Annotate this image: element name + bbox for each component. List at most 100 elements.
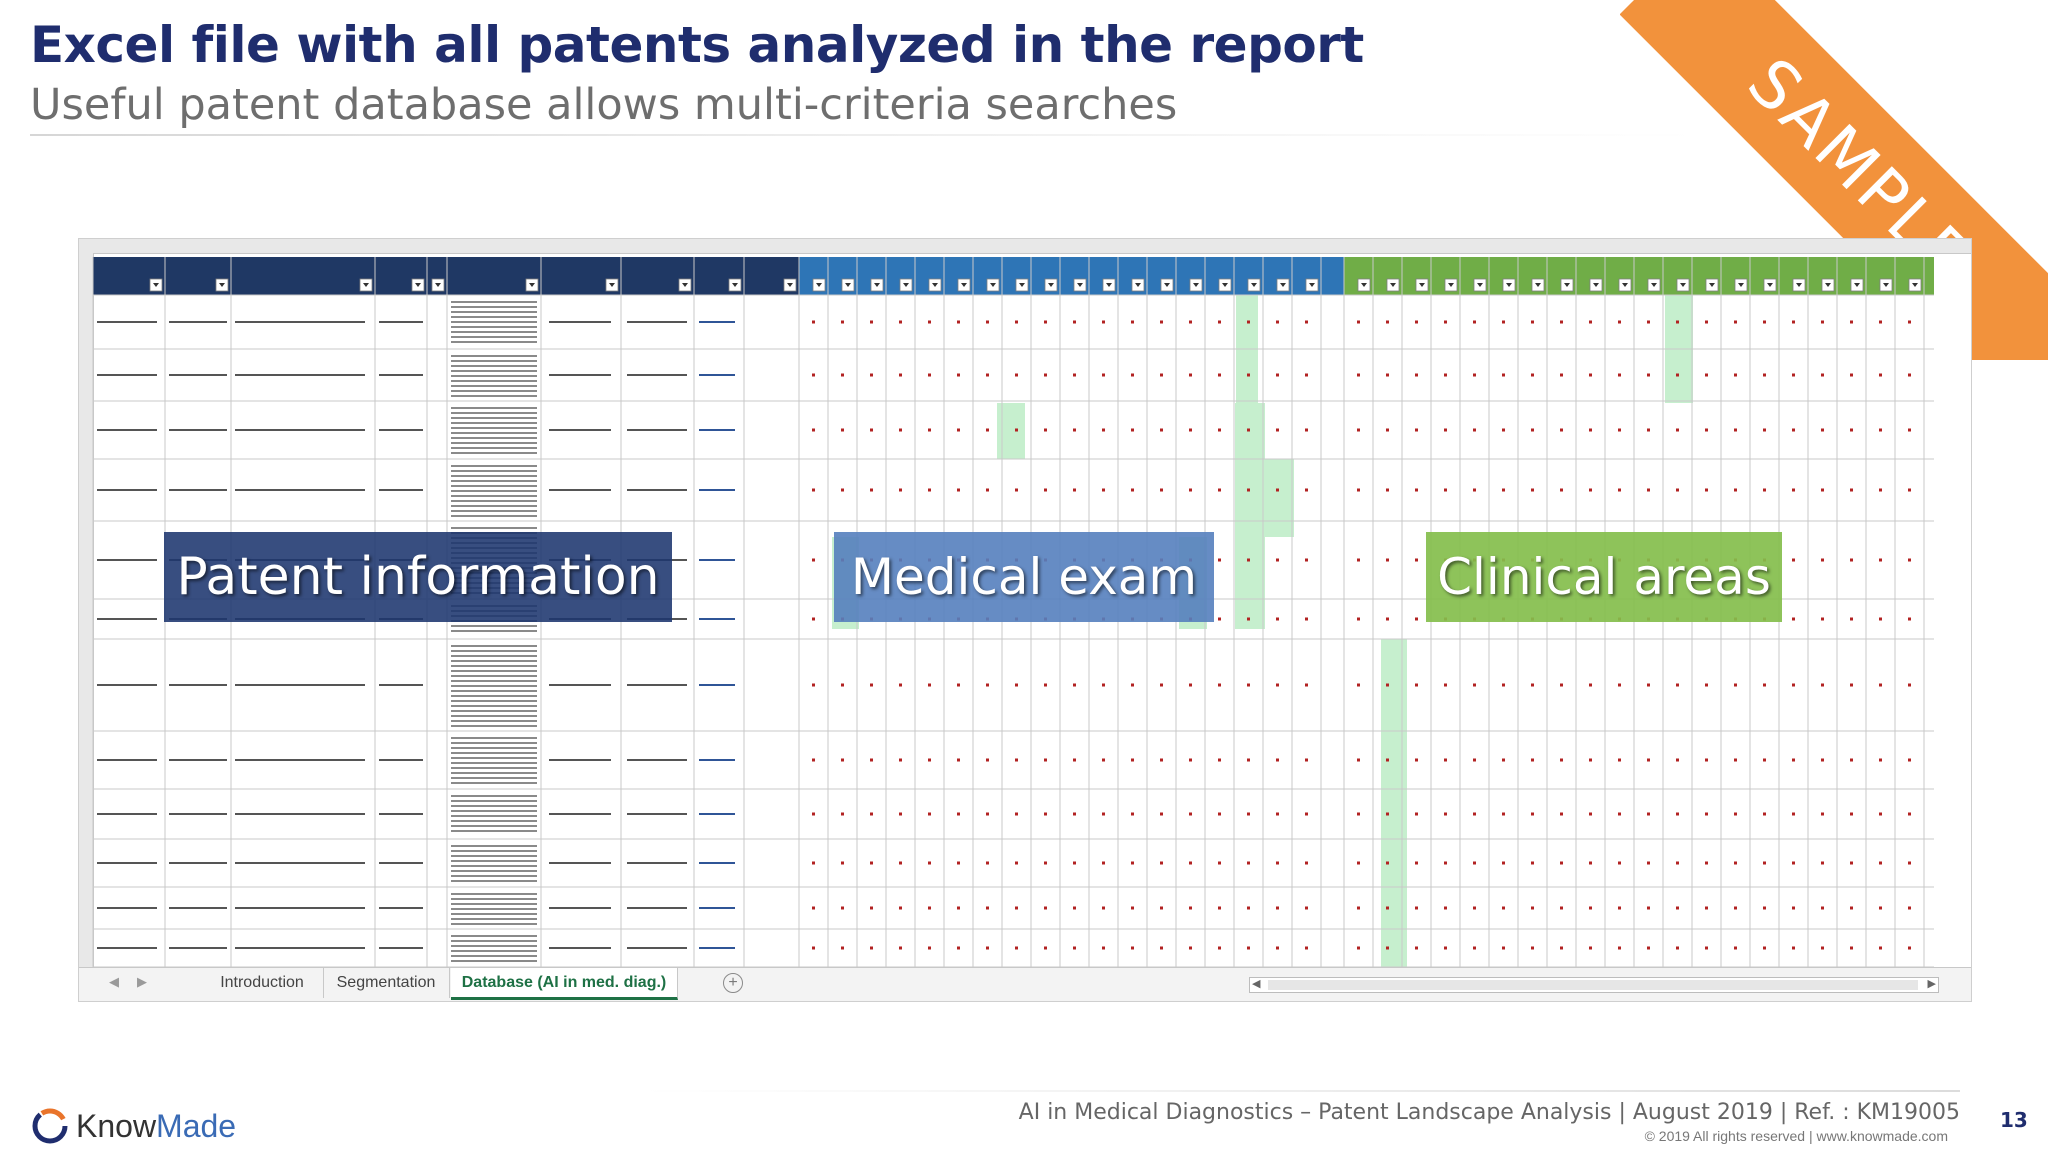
tab-database[interactable]: Database (AI in med. diag.) xyxy=(451,968,678,1000)
cell-value-mark xyxy=(928,812,931,816)
abstract-text-line xyxy=(451,830,537,832)
cell-value-mark xyxy=(1821,812,1824,816)
column-letters-bar xyxy=(79,239,1971,254)
highlighted-cell xyxy=(1265,459,1294,537)
cell-value-mark xyxy=(841,428,844,432)
cell-value-mark xyxy=(1131,488,1134,492)
priority-number-text xyxy=(169,947,227,949)
filter-dropdown-arrow xyxy=(1622,283,1628,287)
abstract-text-line xyxy=(451,752,537,754)
cell-value-mark xyxy=(841,320,844,324)
cell-value-mark xyxy=(1015,946,1018,950)
cell-value-mark xyxy=(1276,488,1279,492)
cell-value-mark xyxy=(1850,812,1853,816)
scrollbar-thumb[interactable] xyxy=(1268,980,1918,990)
cell-value-mark xyxy=(1734,812,1737,816)
filter-dropdown-arrow xyxy=(1448,283,1454,287)
link-text xyxy=(699,429,735,431)
cell-value-mark xyxy=(1560,683,1563,687)
cell-value-mark xyxy=(1705,758,1708,762)
legal-status-text xyxy=(549,862,611,864)
cell-value-mark xyxy=(1131,320,1134,324)
abstract-text-line xyxy=(451,655,537,657)
cell-value-mark xyxy=(1160,373,1163,377)
date-text xyxy=(379,489,423,491)
cell-value-mark xyxy=(1102,812,1105,816)
abstract-text-line xyxy=(451,510,537,512)
cell-value-mark xyxy=(1705,488,1708,492)
link-text xyxy=(699,489,735,491)
abstract-text-line xyxy=(451,898,537,900)
link-text xyxy=(699,321,735,323)
cell-value-mark xyxy=(1908,906,1911,910)
cell-value-mark xyxy=(1502,373,1505,377)
cell-value-mark xyxy=(1531,946,1534,950)
cell-value-mark xyxy=(928,373,931,377)
cell-value-mark xyxy=(1850,946,1853,950)
cell-value-mark xyxy=(986,812,989,816)
cell-value-mark xyxy=(812,320,815,324)
filter-dropdown-arrow xyxy=(1506,283,1512,287)
priority-number-text xyxy=(169,907,227,909)
filter-dropdown-arrow xyxy=(1767,283,1773,287)
cell-value-mark xyxy=(1734,683,1737,687)
sheet-tab-bar: ◀ ▶ Introduction Segmentation Database (… xyxy=(79,967,1971,1001)
cell-value-mark xyxy=(1879,428,1882,432)
cell-value-mark xyxy=(1218,428,1221,432)
assignee-text xyxy=(235,321,365,323)
cell-value-mark xyxy=(1247,373,1250,377)
cell-value-mark xyxy=(1305,861,1308,865)
legal-status-text xyxy=(549,684,611,686)
filter-dropdown-arrow xyxy=(1251,283,1257,287)
tab-scroll-right-icon[interactable]: ▶ xyxy=(137,974,147,989)
cell-value-mark xyxy=(1531,488,1534,492)
cell-value-mark xyxy=(1618,488,1621,492)
title-divider xyxy=(30,134,1700,136)
cell-value-mark xyxy=(1015,320,1018,324)
filter-dropdown-arrow xyxy=(1077,283,1083,287)
cell-value-mark xyxy=(1415,558,1418,562)
cell-value-mark xyxy=(1502,812,1505,816)
cell-value-mark xyxy=(1821,373,1824,377)
filter-dropdown-arrow xyxy=(1651,283,1657,287)
abstract-text-line xyxy=(451,860,537,862)
publication-date-text xyxy=(627,907,687,909)
cell-value-mark xyxy=(1044,320,1047,324)
abstract-text-line xyxy=(451,908,537,910)
filter-dropdown-arrow xyxy=(1390,283,1396,287)
publication-date-text xyxy=(627,429,687,431)
tab-scroll-left-icon[interactable]: ◀ xyxy=(109,974,119,989)
link-text xyxy=(699,559,735,561)
filter-dropdown-arrow xyxy=(1106,283,1112,287)
highlighted-cell xyxy=(997,403,1025,459)
cell-value-mark xyxy=(1676,683,1679,687)
scroll-left-icon[interactable]: ◀ xyxy=(1252,978,1261,990)
tab-segmentation[interactable]: Segmentation xyxy=(323,968,450,998)
horizontal-scrollbar[interactable]: ◀ ▶ xyxy=(1249,977,1939,993)
cell-value-mark xyxy=(1189,320,1192,324)
cell-value-mark xyxy=(1276,758,1279,762)
cell-value-mark xyxy=(1073,320,1076,324)
cell-value-mark xyxy=(1276,320,1279,324)
cell-value-mark xyxy=(1473,683,1476,687)
cell-value-mark xyxy=(1908,617,1911,621)
cell-value-mark xyxy=(1502,906,1505,910)
cell-value-mark xyxy=(870,428,873,432)
assignee-text xyxy=(235,429,365,431)
cell-value-mark xyxy=(1531,812,1534,816)
cell-value-mark xyxy=(899,320,902,324)
cell-value-mark xyxy=(1531,428,1534,432)
cell-value-mark xyxy=(1647,906,1650,910)
publication-date-text xyxy=(627,759,687,761)
scroll-right-icon[interactable]: ▶ xyxy=(1927,978,1936,990)
cell-value-mark xyxy=(1444,373,1447,377)
filter-dropdown-arrow xyxy=(219,283,225,287)
page-number: 13 xyxy=(2000,1108,2028,1132)
tab-introduction[interactable]: Introduction xyxy=(201,968,324,998)
cell-value-mark xyxy=(957,320,960,324)
plus-circle-icon[interactable]: + xyxy=(723,973,743,993)
cell-value-mark xyxy=(957,861,960,865)
filter-dropdown-arrow xyxy=(153,283,159,287)
date-text xyxy=(379,813,423,815)
footer-divider xyxy=(640,1090,1960,1092)
